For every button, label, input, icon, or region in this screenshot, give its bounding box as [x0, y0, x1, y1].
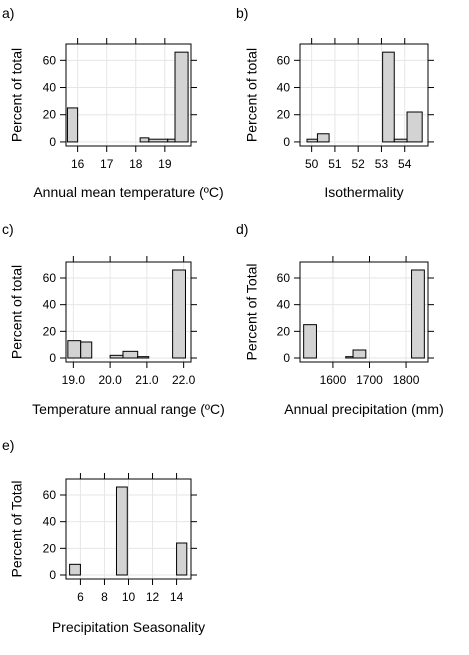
x-axis-label: Isothermality: [324, 184, 403, 200]
y-axis-label: Percent of Total: [244, 263, 260, 360]
histogram-bar: [303, 324, 317, 359]
y-axis-label: Percent of total: [9, 265, 25, 359]
x-tick-label: 22.0: [172, 373, 196, 387]
histogram-bar: [382, 51, 395, 143]
x-tick-label: 8: [101, 590, 108, 604]
histogram-bar: [137, 356, 150, 359]
x-tick-label: 52: [352, 157, 366, 171]
histogram-bar: [66, 107, 79, 143]
histogram-bar: [406, 111, 423, 143]
histogram-panel-2: 50 51 52 53 54 0 20 40 60 b) Percent of total Isoth…: [236, 5, 434, 200]
x-tick-label: 10: [122, 590, 136, 604]
x-tick-label: 21.0: [135, 373, 159, 387]
plot-frame: [299, 43, 429, 147]
y-axis-label: Percent of Total: [9, 480, 25, 577]
histogram-bar: [122, 350, 139, 359]
y-tick-label: 60: [277, 271, 291, 285]
y-tick-label: 60: [277, 53, 291, 67]
y-axis-label: Percent of total: [244, 48, 260, 142]
histogram-bar: [316, 133, 330, 143]
histogram-bar: [109, 354, 124, 359]
plot-frame: [65, 261, 192, 363]
y-tick-label: 20: [43, 108, 57, 122]
x-tick-label: 53: [375, 157, 389, 171]
panel-letter: a): [2, 5, 14, 21]
x-tick-label: 50: [305, 157, 319, 171]
plot-frame: [299, 261, 429, 363]
y-tick-label: 60: [43, 271, 57, 285]
x-tick-label: 14: [170, 590, 184, 604]
x-tick-label: 51: [328, 157, 342, 171]
y-tick-label: 0: [283, 135, 290, 149]
histogram-bar: [115, 486, 128, 576]
histogram-bar: [172, 269, 186, 359]
x-tick-label: 1800: [393, 373, 420, 387]
panel-letter: b): [236, 5, 248, 21]
histogram-bar: [67, 340, 82, 359]
x-tick-label: 6: [77, 590, 84, 604]
y-tick-label: 0: [49, 135, 56, 149]
histogram-bar: [174, 51, 189, 143]
y-tick-label: 0: [49, 351, 56, 365]
x-axis-label: Precipitation Seasonality: [52, 619, 205, 635]
histogram-bar: [69, 563, 81, 576]
panel-letter: d): [236, 221, 248, 237]
histogram-panel-1: 16 17 18 19 0 20 40 60 a) Percent of total Annual …: [2, 5, 224, 200]
panel-letter: c): [2, 221, 14, 237]
x-tick-label: 1700: [356, 373, 383, 387]
y-tick-label: 60: [43, 488, 57, 502]
histogram-bar: [139, 137, 150, 143]
histogram-bar: [411, 269, 425, 359]
histogram-bar: [80, 341, 93, 359]
y-tick-label: 40: [277, 298, 291, 312]
x-tick-label: 19.0: [62, 373, 86, 387]
histogram-bar: [393, 138, 408, 143]
histogram-bar: [148, 138, 169, 143]
y-tick-label: 40: [43, 515, 57, 529]
y-axis-label: Percent of total: [9, 48, 25, 142]
x-tick-label: 20.0: [98, 373, 122, 387]
x-tick-label: 54: [398, 157, 412, 171]
histogram-bar: [306, 138, 318, 143]
histogram-bar: [176, 542, 188, 576]
x-axis-label: Annual mean temperature (ºC): [33, 184, 223, 200]
plot-frame: [65, 43, 192, 147]
y-tick-label: 40: [277, 81, 291, 95]
y-tick-label: 20: [277, 108, 291, 122]
x-tick-label: 18: [129, 157, 143, 171]
histogram-bar: [167, 138, 176, 143]
y-tick-label: 0: [49, 568, 56, 582]
x-tick-label: 17: [100, 157, 114, 171]
histogram-panel-5: 6 8 10 12 14 0 20 40 60 e) Percent of Total Precipi…: [2, 437, 205, 635]
x-tick-label: 16: [71, 157, 85, 171]
y-tick-label: 20: [277, 324, 291, 338]
x-tick-label: 19: [158, 157, 172, 171]
y-tick-label: 40: [43, 81, 57, 95]
x-tick-label: 1600: [320, 373, 347, 387]
x-axis-label: Temperature annual range (ºC): [32, 401, 225, 417]
x-axis-label: Annual precipitation (mm): [284, 401, 444, 417]
y-tick-label: 0: [283, 351, 290, 365]
histogram-bar: [352, 349, 367, 359]
x-tick-label: 12: [146, 590, 160, 604]
y-tick-label: 40: [43, 298, 57, 312]
histogram-panel-3: 19.0 20.0 21.0 22.0 0 20 40 60 c) Percent of tota…: [2, 221, 225, 417]
y-tick-label: 60: [43, 53, 57, 67]
y-tick-label: 20: [43, 324, 57, 338]
y-tick-label: 20: [43, 541, 57, 555]
panel-letter: e): [2, 437, 14, 453]
histogram-bar: [345, 356, 354, 359]
histogram-panel-4: 1600 1700 1800 0 20 40 60 d) Percent of Total Ann…: [236, 221, 444, 417]
